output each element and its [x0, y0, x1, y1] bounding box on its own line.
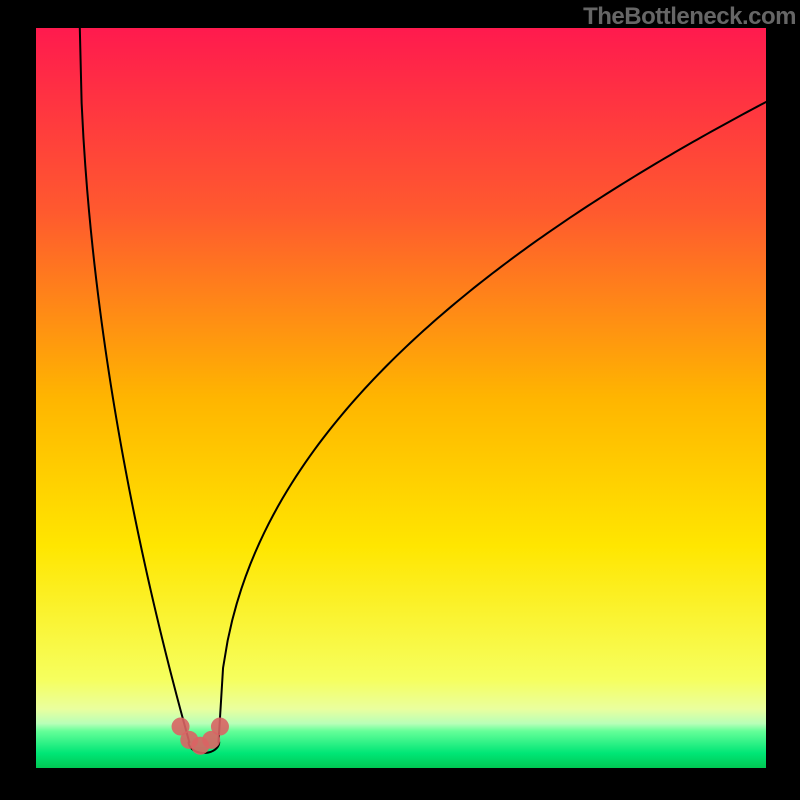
- watermark-text: TheBottleneck.com: [583, 3, 796, 31]
- marker-dot: [211, 718, 229, 736]
- chart-background: [36, 28, 766, 768]
- bottleneck-chart: [0, 0, 800, 800]
